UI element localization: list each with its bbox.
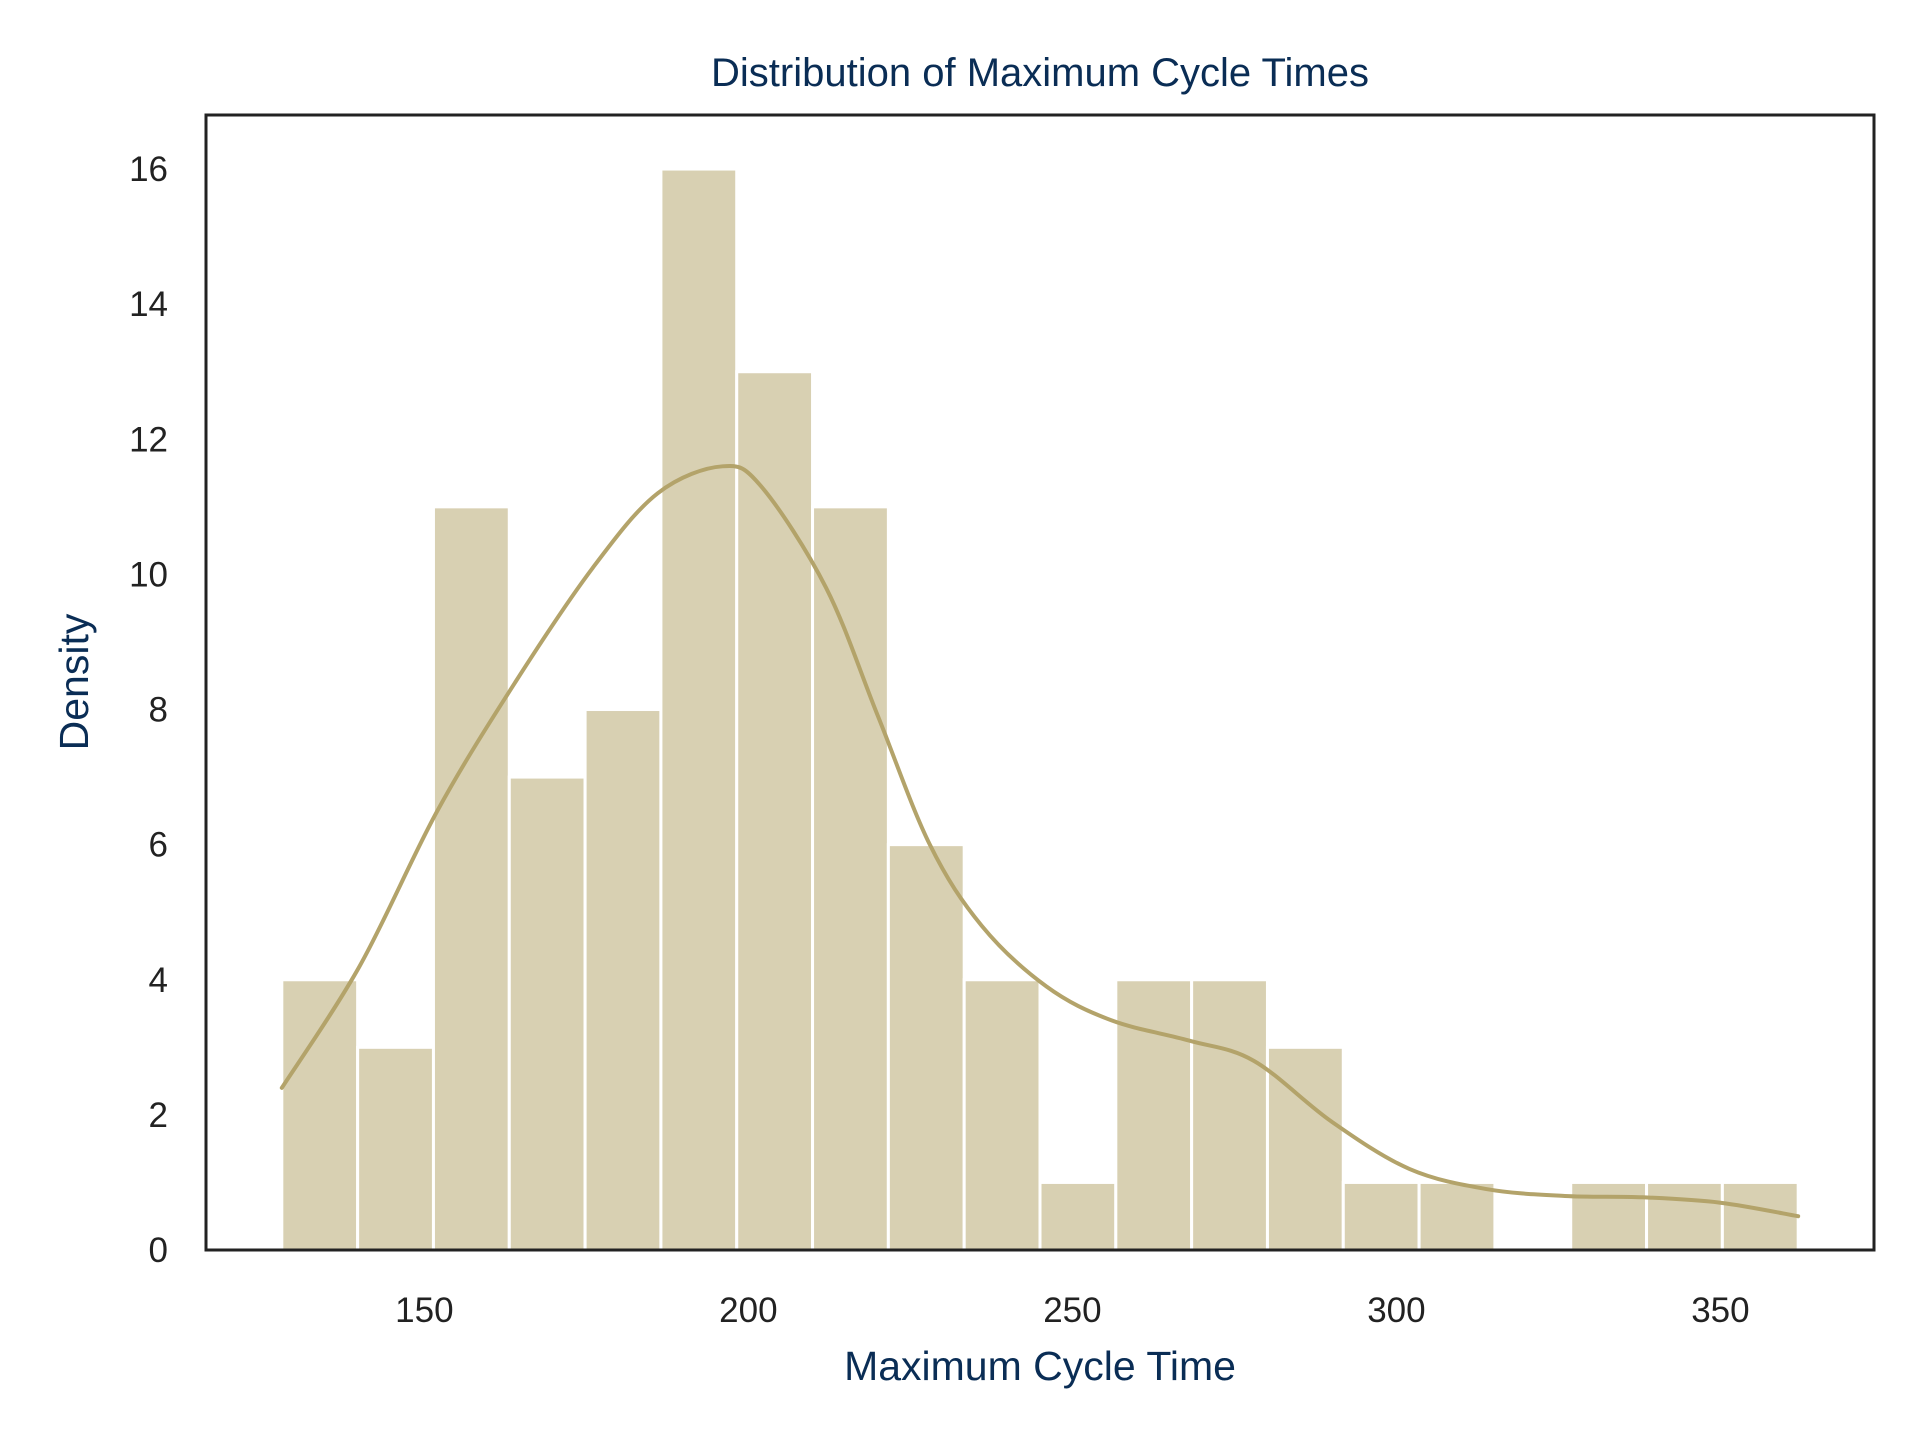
histogram-bar [280,978,360,1252]
y-tick-label: 8 [149,691,168,730]
kde-curve [279,464,1801,1219]
plot-frame [204,113,1876,1252]
x-axis-label: Maximum Cycle Time [844,1343,1236,1389]
histogram-bar [1569,1180,1649,1252]
plot-area [279,167,1801,1252]
y-tick-label: 14 [129,285,168,324]
y-tick-label: 4 [149,961,168,1000]
y-tick-label: 10 [129,555,168,594]
histogram-bar [583,708,663,1252]
histogram-bar [1341,1180,1421,1252]
chart-title: Distribution of Maximum Cycle Times [711,51,1369,95]
histogram-bar [962,978,1042,1252]
histogram-bar [1417,1180,1497,1252]
histogram-bar [811,505,890,1252]
histogram-bar [886,843,966,1252]
histogram-bar [356,1045,435,1252]
histogram-bar [1720,1180,1800,1252]
histogram-bar [1645,1180,1724,1252]
histogram-bar [1038,1180,1118,1252]
y-axis-ticks: 0 2 4 6 8 10 12 14 16 [129,150,168,1270]
histogram-bar [1114,978,1194,1252]
histogram-bar [1190,978,1269,1252]
histogram-bar [507,775,587,1252]
y-tick-label: 16 [129,150,168,189]
x-tick-label: 150 [395,1291,453,1330]
x-tick-label: 300 [1367,1291,1425,1330]
histogram-bar [659,167,739,1252]
histogram-bars [280,167,1800,1252]
x-tick-label: 350 [1691,1291,1749,1330]
y-tick-label: 0 [149,1231,168,1270]
y-tick-label: 2 [149,1096,168,1135]
histogram-bar [431,505,511,1252]
y-axis-label: Density [51,613,97,750]
x-tick-label: 250 [1043,1291,1101,1330]
y-tick-label: 12 [129,420,168,459]
x-axis-ticks: 150 200 250 300 350 [395,1291,1749,1330]
y-tick-label: 6 [149,826,168,865]
x-tick-label: 200 [719,1291,777,1330]
